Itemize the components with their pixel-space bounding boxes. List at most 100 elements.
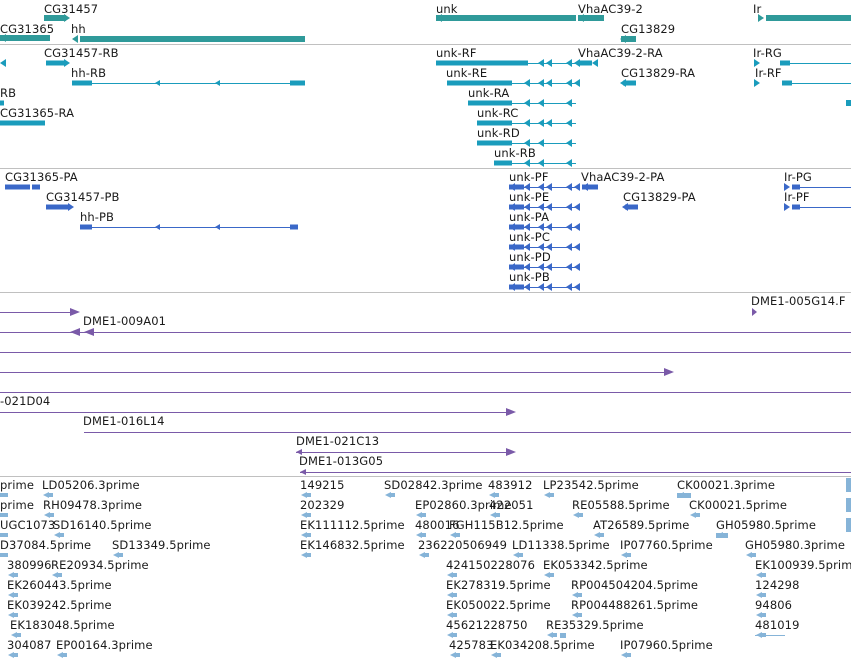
feature-label[interactable]: unk-PA (509, 210, 550, 224)
clone-arrow[interactable] (506, 408, 516, 416)
feature-label[interactable]: 424150228076 (446, 558, 535, 572)
est-arrow[interactable] (43, 492, 49, 498)
est-block[interactable] (0, 553, 8, 557)
feature-label[interactable]: GH05980.3prime (745, 538, 846, 552)
strand-arrow-left[interactable] (524, 263, 530, 271)
est-arrow[interactable] (490, 512, 496, 518)
strand-arrow-left[interactable] (574, 203, 580, 211)
strand-arrow-left[interactable] (72, 35, 78, 43)
feature-label[interactable]: 124298 (755, 578, 800, 592)
feature-label[interactable]: CG13829 (621, 22, 676, 36)
est-block[interactable] (578, 613, 582, 617)
strand-arrow-left[interactable] (538, 263, 544, 271)
exon-block[interactable] (509, 284, 524, 290)
feature-label[interactable]: unk-RA (468, 86, 510, 100)
feature-label[interactable]: unk-RC (477, 106, 519, 120)
feature-label[interactable]: VhaAC39-2-PA (581, 170, 665, 184)
strand-arrow-left[interactable] (566, 79, 572, 87)
clone-arrow[interactable] (300, 469, 306, 475)
exon-block[interactable] (792, 184, 800, 190)
exon-block[interactable] (509, 204, 524, 210)
exon-block[interactable] (578, 15, 604, 21)
feature-label[interactable]: EP02860.3prime (415, 498, 512, 512)
exon-block[interactable] (509, 244, 524, 250)
strand-arrow-left[interactable] (546, 119, 552, 127)
exon-block[interactable] (80, 224, 92, 230)
strand-arrow-left[interactable] (538, 139, 544, 147)
strand-arrow-left[interactable] (546, 223, 552, 231)
feature-label[interactable]: VhaAC39-2-RA (578, 46, 663, 60)
strand-arrow-left[interactable] (538, 119, 544, 127)
feature-label[interactable]: LD11338.5prime (512, 538, 610, 552)
est-arrow[interactable] (572, 612, 578, 618)
feature-label[interactable]: Ir-RG (753, 46, 782, 60)
est-block[interactable] (307, 513, 311, 517)
exon-block[interactable] (46, 204, 70, 210)
strand-arrow-left[interactable] (582, 183, 588, 191)
est-arrow[interactable] (547, 632, 553, 638)
exon-block[interactable] (447, 80, 512, 86)
feature-label[interactable]: 422051 (489, 498, 534, 512)
strand-arrow-right[interactable] (784, 203, 790, 211)
feature-label[interactable]: RE05588.5prime (572, 498, 670, 512)
est-block[interactable] (550, 493, 554, 497)
strand-arrow-right[interactable] (64, 59, 70, 67)
strand-arrow-left[interactable] (574, 263, 580, 271)
feature-label[interactable]: EK100939.5prime (755, 558, 851, 572)
est-arrow[interactable] (594, 532, 600, 538)
clone-arrow[interactable] (84, 328, 94, 336)
feature-label[interactable]: RE20934.5prime (51, 558, 149, 572)
est-block[interactable] (14, 593, 18, 597)
feature-label[interactable]: 481019 (755, 618, 800, 632)
est-arrow[interactable] (57, 652, 63, 658)
est-block[interactable] (627, 653, 631, 657)
clones-track[interactable]: DME1-005G14.F DME1-009A01 -021D04 DME1-016L… (0, 0, 851, 476)
strand-arrow-left[interactable] (524, 139, 530, 147)
strand-arrow-left[interactable] (509, 243, 515, 251)
strand-arrow-left[interactable] (524, 119, 530, 127)
feature-label[interactable]: IP07760.5prime (620, 538, 713, 552)
est-block[interactable] (307, 533, 311, 537)
est-block[interactable] (716, 533, 728, 538)
strand-arrow-left[interactable] (546, 243, 552, 251)
strand-arrow-right[interactable] (64, 14, 70, 22)
feature-label[interactable]: DME1-009A01 (83, 314, 167, 328)
est-arrow[interactable] (489, 492, 495, 498)
exon-block[interactable] (80, 36, 305, 42)
strand-arrow-left[interactable] (538, 99, 544, 107)
est-block[interactable] (627, 553, 631, 557)
exon-block[interactable] (766, 15, 851, 21)
est-block[interactable] (846, 478, 851, 492)
est-block[interactable] (553, 633, 557, 637)
est-arrow[interactable] (8, 592, 14, 598)
exon-block[interactable] (0, 120, 45, 126)
strand-arrow-left[interactable] (566, 243, 572, 251)
est-block[interactable] (0, 493, 8, 497)
clone-arrow[interactable] (70, 328, 80, 336)
strand-arrow-left[interactable] (566, 183, 572, 191)
strand-arrow-left[interactable] (538, 283, 544, 291)
feature-label[interactable]: -021D04 (0, 394, 51, 408)
strand-arrow-left[interactable] (524, 159, 530, 167)
feature-label[interactable]: FGH115B12.5prime (449, 518, 564, 532)
strand-arrow-right[interactable] (754, 79, 760, 87)
feature-label[interactable]: Ir-PF (784, 190, 810, 204)
feature-label[interactable]: CK00021.3prime (677, 478, 776, 492)
est-arrow[interactable] (301, 512, 307, 518)
feature-label[interactable]: CG13829-PA (623, 190, 696, 204)
strand-arrow-left[interactable] (592, 59, 598, 67)
feature-label[interactable]: CK00021.5prime (689, 498, 788, 512)
strand-arrow-left[interactable] (538, 159, 544, 167)
strand-arrow-left[interactable] (574, 283, 580, 291)
feature-label[interactable]: CG13829-RA (621, 66, 696, 80)
est-block[interactable] (762, 593, 766, 597)
est-block[interactable] (762, 573, 766, 577)
est-block[interactable] (0, 533, 8, 537)
exon-block[interactable] (44, 15, 66, 21)
strand-arrow-left[interactable] (574, 79, 580, 87)
est-block[interactable] (119, 553, 123, 557)
strand-arrow-right[interactable] (784, 183, 790, 191)
est-block[interactable] (453, 633, 457, 637)
feature-label[interactable]: EK039242.5prime (7, 598, 112, 612)
est-arrow[interactable] (450, 532, 456, 538)
